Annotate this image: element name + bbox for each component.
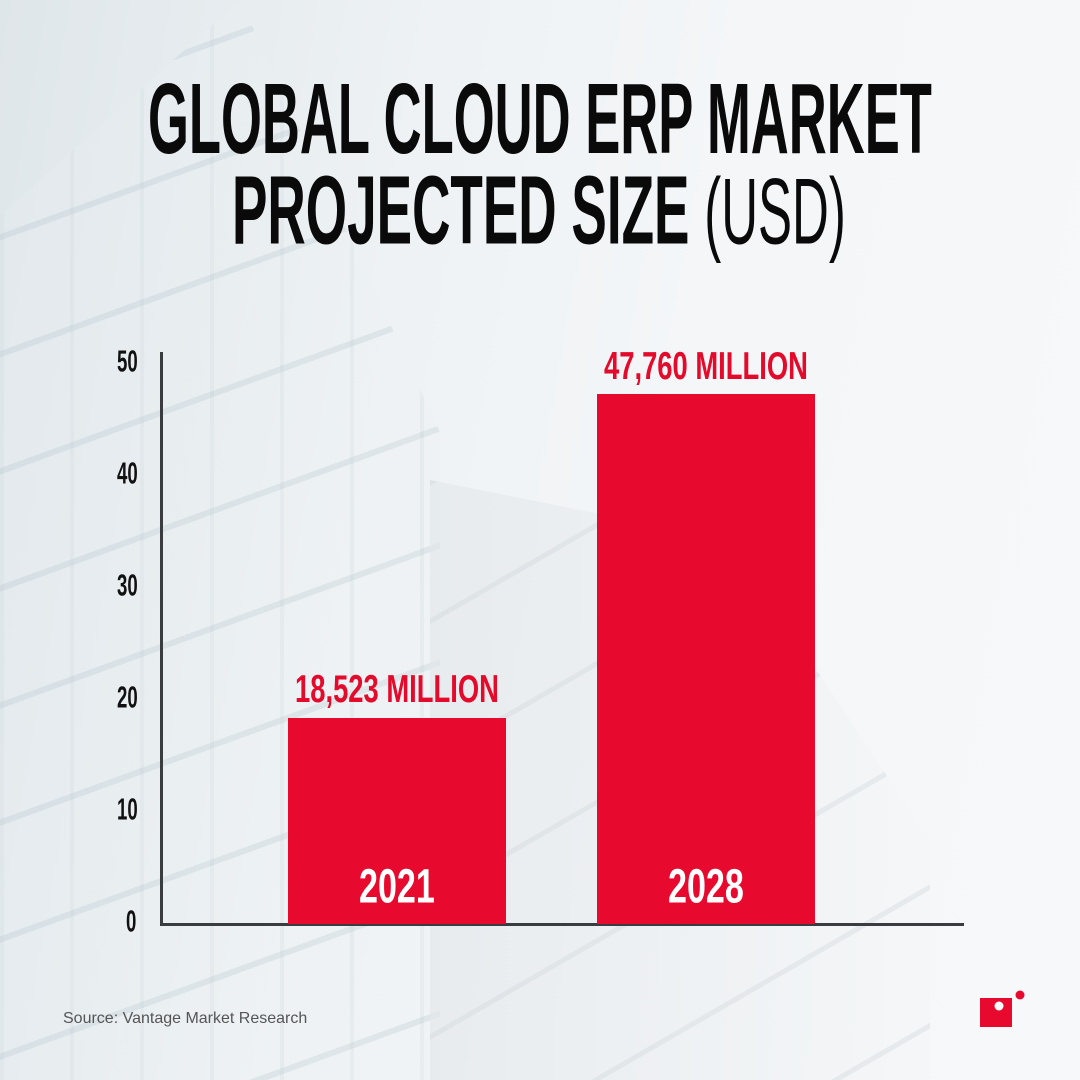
data-label: 47,760 MILLION — [604, 345, 808, 388]
data-label: 18,523 MILLION — [295, 668, 499, 712]
chart-title-line1: GLOBAL CLOUD ERP MARKET — [148, 63, 932, 175]
bar-2028 — [597, 394, 815, 924]
x-tick-label: 2028 — [668, 859, 744, 914]
y-tick-label: 0 — [126, 905, 137, 939]
y-tick-label: 30 — [116, 569, 138, 603]
chart-title-line2: PROJECTED SIZE (USD) — [232, 162, 846, 259]
source-note: Source: Vantage Market Research — [63, 1010, 308, 1027]
y-axis — [160, 352, 163, 926]
y-tick-label: 20 — [116, 681, 138, 715]
x-tick-label: 2021 — [359, 859, 435, 914]
y-tick-label: 50 — [116, 345, 138, 379]
bar-2021 — [288, 717, 506, 924]
title-unit: (USD) — [704, 159, 846, 264]
x-axis — [160, 923, 964, 926]
title-text: PROJECTED SIZE — [232, 155, 690, 265]
y-tick-label: 40 — [116, 457, 138, 491]
brand-logo-icon — [980, 990, 1030, 1035]
y-tick-label: 10 — [116, 793, 138, 827]
